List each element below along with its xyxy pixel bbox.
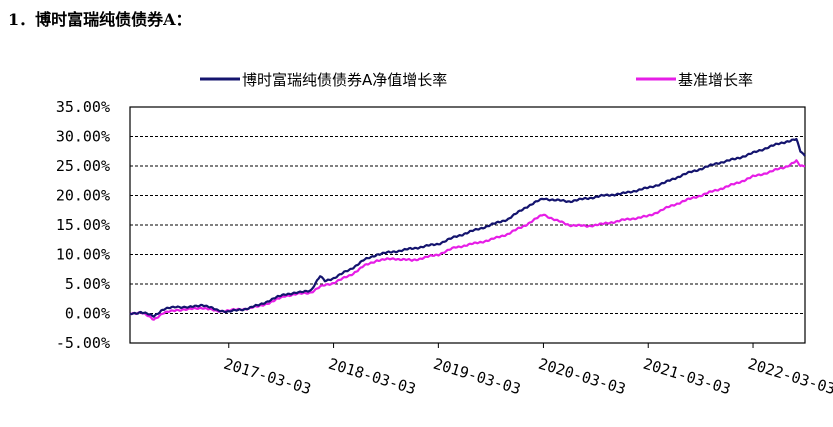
- legend-label: 基准增长率: [678, 71, 753, 89]
- legend: 博时富瑞纯债债券A净值增长率 基准增长率: [200, 71, 753, 89]
- series-lines: [129, 137, 806, 321]
- gridlines: [130, 136, 805, 314]
- y-tick-label: 25.00%: [56, 157, 110, 175]
- y-tick-label: 5.00%: [65, 275, 110, 293]
- plot-frame: [129, 106, 806, 344]
- y-tick-label: 20.00%: [56, 187, 110, 205]
- x-tick-label: 2020-03-03: [536, 355, 628, 399]
- y-tick-label: 30.00%: [56, 128, 110, 146]
- y-tick-label: -5.00%: [56, 334, 110, 352]
- x-tick-label: 2021-03-03: [641, 355, 733, 399]
- legend-label: 博时富瑞纯债债券A净值增长率: [242, 71, 447, 89]
- y-tick-label: 0.00%: [65, 305, 110, 323]
- x-axis-ticks: 2017-03-03 2018-03-03 2019-03-03 2020-03-03…: [222, 343, 833, 398]
- y-tick-label: 10.00%: [56, 246, 110, 264]
- x-tick-label: 2019-03-03: [431, 355, 523, 399]
- series-line-benchmark: [129, 159, 806, 321]
- y-axis-ticks: -5.00% 0.00% 5.00% 10.00% 15.00% 20.00% 25.00%…: [56, 98, 110, 352]
- y-tick-label: 35.00%: [56, 98, 110, 116]
- y-tick-label: 15.00%: [56, 216, 110, 234]
- x-tick-label: 2018-03-03: [326, 355, 418, 399]
- x-tick-label: 2022-03-03: [746, 355, 833, 399]
- series-line-fund: [129, 137, 806, 318]
- x-tick-label: 2017-03-03: [222, 355, 314, 399]
- section-heading: 1．博时富瑞纯债债券A：: [8, 10, 192, 29]
